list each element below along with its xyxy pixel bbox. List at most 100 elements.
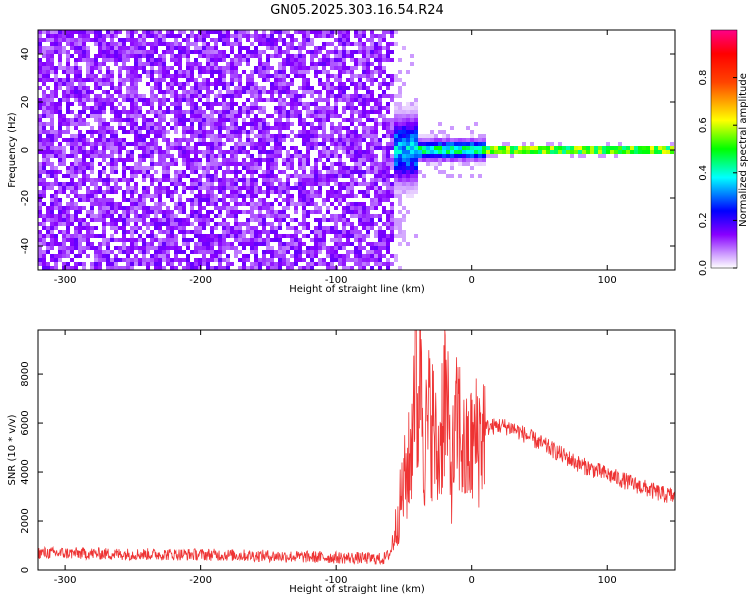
spectrogram-cell [186, 242, 190, 246]
spectrogram-cell [278, 102, 282, 106]
spectrogram-cell [158, 38, 162, 42]
spectrogram-cell [330, 122, 334, 126]
spectrogram-cell [242, 266, 246, 270]
spectrogram-cell [138, 226, 142, 230]
spectrogram-cell [182, 186, 186, 190]
spectrogram-cell [366, 194, 370, 198]
spectrogram-cell [182, 226, 186, 230]
spectrogram-cell [230, 106, 234, 110]
spectrogram-cell [546, 146, 550, 150]
spectrogram-cell [246, 138, 250, 142]
spectrogram-cell [270, 226, 274, 230]
spectrogram-cell [230, 178, 234, 182]
spectrogram-cell [254, 30, 258, 34]
spectrogram-cell [142, 62, 146, 66]
spectrogram-cell [242, 110, 246, 114]
spectrogram-cell [390, 58, 394, 62]
spectrogram-cell [262, 70, 266, 74]
spectrogram-cell [178, 94, 182, 98]
spectrogram-cell [378, 162, 382, 166]
spectrogram-cell [274, 178, 278, 182]
spectrogram-cell [278, 202, 282, 206]
spectrogram-cell [322, 234, 326, 238]
spectrogram-cell [218, 74, 222, 78]
spectrogram-cell [362, 102, 366, 106]
spectrogram-cell [118, 58, 122, 62]
spectrogram-cell [390, 222, 394, 226]
spectrogram-cell [142, 178, 146, 182]
spectrogram-cell [282, 190, 286, 194]
spectrogram-cell [322, 246, 326, 250]
spectrogram-cell [130, 130, 134, 134]
spectrogram-cell [458, 150, 462, 154]
spectrogram-cell [390, 122, 394, 126]
spectrogram-cell [134, 54, 138, 58]
spectrogram-cell [338, 162, 342, 166]
spectrogram-cell [358, 158, 362, 162]
spectrogram-cell [218, 178, 222, 182]
spectrogram-cell [198, 166, 202, 170]
spectrogram-cell [354, 194, 358, 198]
spectrogram-cell [222, 238, 226, 242]
spectrogram-cell [146, 174, 150, 178]
spectrogram-cell [274, 174, 278, 178]
spectrogram-cell [90, 182, 94, 186]
spectrogram-cell [102, 198, 106, 202]
spectrogram-cell [342, 162, 346, 166]
spectrogram-cell [254, 38, 258, 42]
spectrogram-cell [154, 34, 158, 38]
spectrogram-cell [346, 146, 350, 150]
spectrogram-cell [186, 38, 190, 42]
spectrogram-cell [250, 138, 254, 142]
spectrogram-cell [462, 158, 466, 162]
snr-x-tick-label: -300 [54, 575, 77, 586]
spectrogram-cell [262, 190, 266, 194]
spectrogram-cell [222, 206, 226, 210]
spectrogram-cell [342, 242, 346, 246]
spectrogram-cell [130, 206, 134, 210]
spectrogram-cell [366, 58, 370, 62]
spectrogram-cell [194, 178, 198, 182]
spectrogram-cell [166, 210, 170, 214]
spectrogram-cell [194, 114, 198, 118]
spectrogram-cell [110, 94, 114, 98]
spectrogram-cell [242, 178, 246, 182]
spectrogram-cell [102, 62, 106, 66]
colorbar-tick-label: 0.4 [698, 165, 709, 181]
spectrogram-cell [174, 138, 178, 142]
spectrogram-cell [330, 66, 334, 70]
spectrogram-cell [370, 134, 374, 138]
spectrogram-cell [302, 70, 306, 74]
spectrogram-cell [470, 138, 474, 142]
spectrogram-cell [578, 146, 582, 150]
spectrogram-cell [670, 146, 674, 150]
spectrogram-cell [290, 242, 294, 246]
spectrogram-cell [654, 146, 658, 150]
spectrogram-cell [342, 42, 346, 46]
spectrogram-cell [202, 82, 206, 86]
spectrogram-cell [306, 174, 310, 178]
spectrogram-cell [478, 154, 482, 158]
snr-background [38, 330, 675, 570]
spectrogram-cell [402, 46, 406, 50]
spectrogram-cell [198, 186, 202, 190]
spectrogram-cell [150, 182, 154, 186]
spectrogram-cell [194, 130, 198, 134]
spectrogram-cell [218, 150, 222, 154]
spectrogram-cell [178, 138, 182, 142]
spectrogram-cell [438, 146, 442, 150]
spectrogram-cell [314, 138, 318, 142]
spectrogram-cell [162, 218, 166, 222]
spectrogram-cell [354, 202, 358, 206]
spectrogram-cell [74, 194, 78, 198]
spectrogram-cell [54, 134, 58, 138]
spectrogram-cell [326, 82, 330, 86]
spectrogram-cell [246, 142, 250, 146]
spectrogram-cell [418, 170, 422, 174]
spectrogram-cell [362, 98, 366, 102]
spectrogram-cell [334, 98, 338, 102]
spectrogram-cell [370, 186, 374, 190]
spectrogram-cell [90, 126, 94, 130]
spectrogram-cell [302, 78, 306, 82]
spectrogram-cell [362, 150, 366, 154]
